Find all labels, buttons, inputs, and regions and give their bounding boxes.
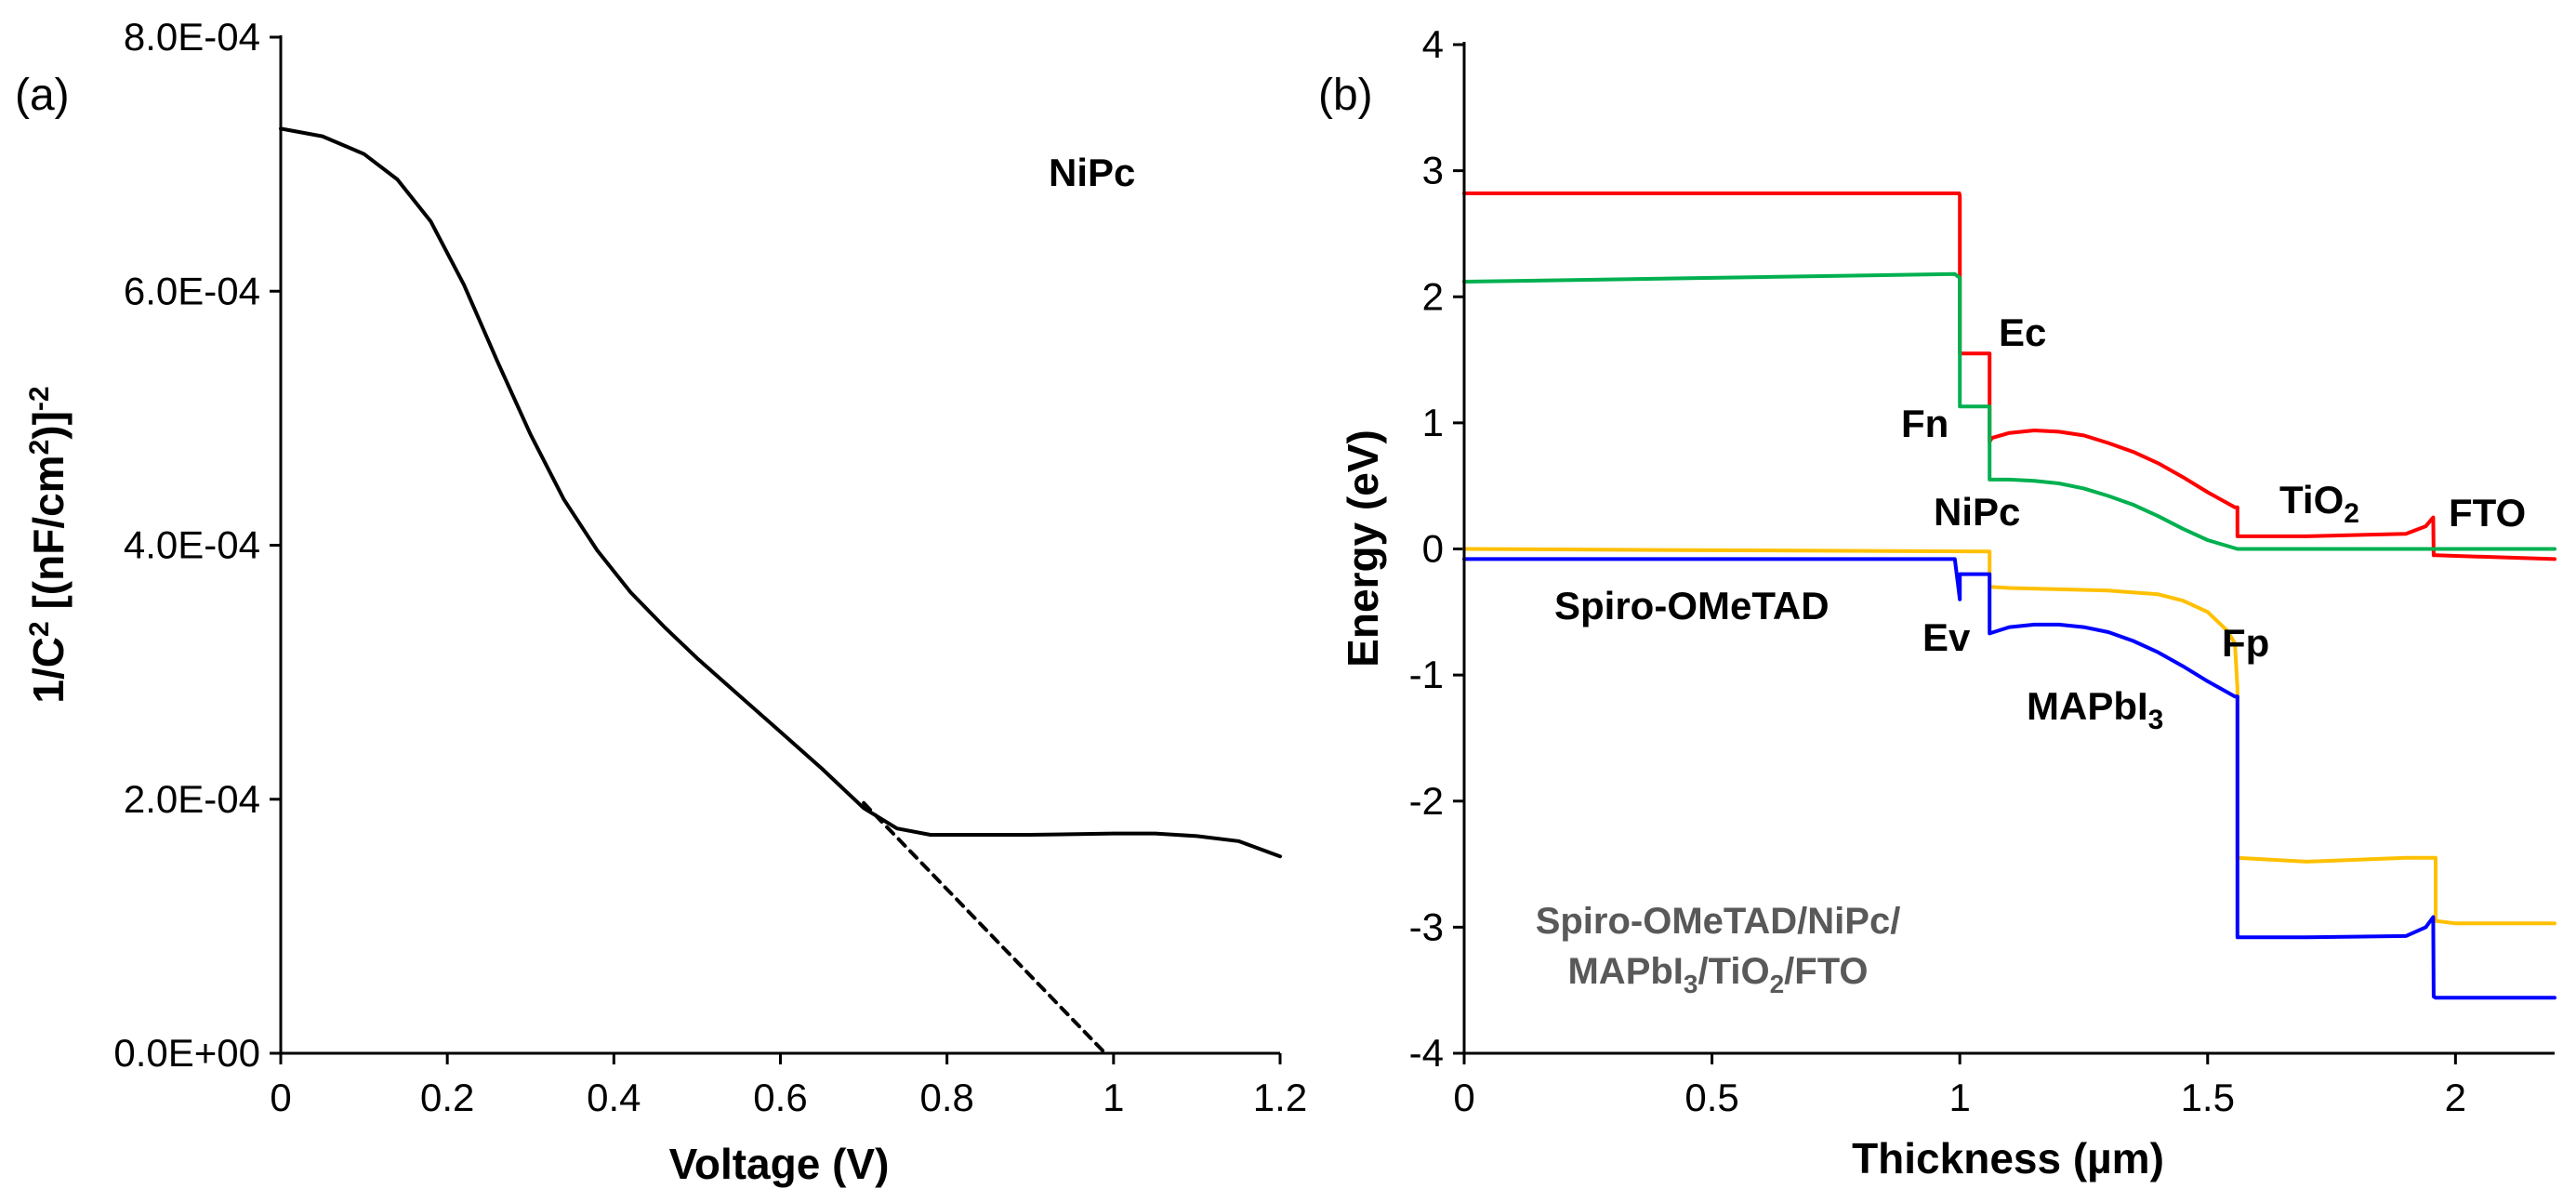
panel-a-series-nipc [279, 126, 1282, 859]
panel-a-y-axis-label: 1/C2 [(nF/cm2)]-2 [24, 386, 73, 703]
panel-b-x-tick-label: 1 [1949, 1076, 1971, 1119]
panel-b-y-tick-label: 3 [1422, 149, 1444, 192]
annotation-ev: Ev [1922, 615, 1971, 659]
panel-b-x-tick-label: 0 [1453, 1076, 1474, 1119]
panel-b-y-ticks: -4 -3 -2 -1 0 1 2 3 4 [1409, 22, 1464, 1075]
annotation-fp: Fp [2222, 621, 2269, 665]
panel-a-series-linear-fit [862, 800, 1107, 1055]
panel-a-ylabel-sup2: 2 [24, 440, 55, 456]
annotation-stack-line1: Spiro-OMeTAD/NiPc/ [1536, 901, 1901, 942]
panel-a-y-tick-label: 0.0E+00 [113, 1031, 260, 1075]
panel-b-x-axis-label: Thickness (µm) [1852, 1134, 2164, 1182]
panel-a-x-tick-label: 0.4 [587, 1076, 641, 1119]
panel-a-y-tick-label: 8.0E-04 [124, 15, 260, 59]
panel-a-x-tick-label: 1.2 [1253, 1076, 1307, 1119]
panel-b-x-tick-label: 1.5 [2181, 1076, 2235, 1119]
panel-b-series [1462, 192, 2556, 1000]
annotation-stack-line2: MAPbI3/TiO2/FTO [1567, 951, 1868, 998]
panel-a-ylabel-sup3: -2 [24, 386, 55, 411]
stack-line2-sub2: 2 [1770, 970, 1785, 998]
annotation-fto: FTO [2449, 491, 2526, 535]
stack-line2-sub1: 3 [1684, 970, 1698, 998]
panel-a-x-tick-label: 0.6 [753, 1076, 807, 1119]
panel-a-x-tick-label: 0 [270, 1076, 291, 1119]
annotation-tio2: TiO2 [2279, 478, 2359, 529]
annotation-spiro: Spiro-OMeTAD [1554, 584, 1830, 627]
panel-b-y-tick-label: -1 [1409, 653, 1444, 696]
panel-b-y-tick-label: 0 [1422, 527, 1444, 571]
stack-line2-c: /FTO [1784, 951, 1868, 992]
panel-a-ylabel-rest: [(nF/cm [24, 455, 73, 621]
panel-b-y-tick-label: 1 [1422, 401, 1444, 444]
stack-line2-a: MAPbI [1567, 951, 1683, 992]
panel-b-y-axis-label: Energy (eV) [1339, 429, 1387, 667]
annotation-mapbi3-base: MAPbI [2027, 684, 2148, 728]
panel-a-x-tick-label: 0.2 [420, 1076, 474, 1119]
panel-b-series-ec [1462, 192, 2556, 561]
stack-line2-b: /TiO [1698, 951, 1770, 992]
annotation-nipc: NiPc [1934, 490, 2020, 534]
panel-b-series-fp [1462, 547, 2556, 926]
panel-a-x-tick-label: 1 [1103, 1076, 1124, 1119]
annotation-tio2-base: TiO [2279, 478, 2344, 522]
panel-b-x-tick-label: 0.5 [1684, 1076, 1738, 1119]
panel-b-x-tick-label: 2 [2445, 1076, 2466, 1119]
panel-a-ylabel-end: )] [24, 411, 73, 440]
panel-b-y-tick-label: -2 [1409, 779, 1444, 823]
panel-a-x-tick-label: 0.8 [919, 1076, 973, 1119]
panel-b-label: (b) [1318, 71, 1373, 120]
panel-a-y-tick-label: 6.0E-04 [124, 269, 260, 312]
annotation-ec: Ec [1999, 310, 2046, 354]
panel-b-y-tick-label: 4 [1422, 22, 1444, 66]
annotation-fn: Fn [1901, 402, 1949, 445]
annotation-tio2-sub: 2 [2344, 498, 2359, 529]
panel-a-y-tick-label: 2.0E-04 [124, 777, 260, 821]
panel-a-x-ticks: 0 0.2 0.4 0.6 0.8 1 1.2 [270, 1053, 1307, 1119]
panel-a-annotation-nipc: NiPc [1049, 151, 1135, 194]
panel-a-x-axis-label: Voltage (V) [669, 1140, 890, 1188]
panel-a-series [279, 126, 1282, 1055]
panel-a-ylabel-main: 1/C [24, 637, 73, 704]
panel-a-y-ticks: 0.0E+00 2.0E-04 4.0E-04 6.0E-04 8.0E-04 [113, 15, 281, 1075]
panel-b-x-ticks: 0 0.5 1 1.5 2 [1453, 1053, 2466, 1119]
annotation-mapbi3-sub: 3 [2148, 705, 2164, 735]
panel-b-series-ev [1462, 557, 2556, 1000]
panel-b-y-tick-label: -4 [1409, 1031, 1444, 1075]
panel-a-ylabel-sup: 2 [24, 621, 55, 637]
panel-b-series-fn [1462, 271, 2556, 551]
annotation-mapbi3: MAPbI3 [2027, 684, 2163, 735]
panel-b-y-tick-label: -3 [1409, 905, 1444, 948]
panel-a: (a) 0.0E+002.0E-044.0E-046.0E-048.0E-04 … [15, 15, 1307, 1188]
panel-a-label: (a) [15, 71, 70, 120]
panel-b-y-tick-label: 2 [1422, 274, 1444, 318]
panel-a-y-tick-label: 4.0E-04 [124, 523, 260, 567]
